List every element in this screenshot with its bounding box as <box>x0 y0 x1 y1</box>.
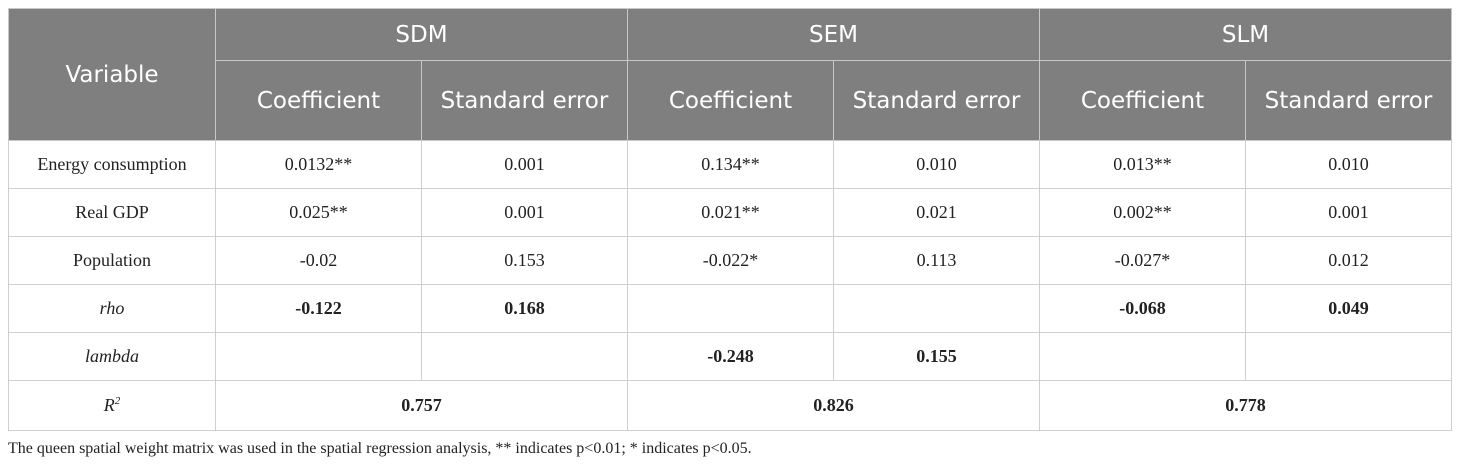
table-cell <box>1039 332 1246 381</box>
table-cell: -0.02 <box>215 236 422 285</box>
table-cell <box>833 284 1040 333</box>
table-body: Energy consumption 0.0132** 0.001 0.134** 0.… <box>8 140 1452 431</box>
table-cell: 0.826 <box>627 380 1040 431</box>
table-cell: 0.113 <box>833 236 1040 285</box>
results-table: Variable SDM SEM SLM Coefficient Standard err… <box>8 8 1452 431</box>
table-row: lambda -0.248 0.155 <box>8 332 1452 381</box>
column-header: Standard error <box>421 60 628 141</box>
table-row: Energy consumption 0.0132** 0.001 0.134** 0.… <box>8 140 1452 189</box>
table-cell: 0.021 <box>833 188 1040 237</box>
header-row: Variable SDM SEM SLM <box>8 8 1452 141</box>
table-cell: 0.153 <box>421 236 628 285</box>
table-cell: 0.134** <box>627 140 834 189</box>
column-header: Standard error <box>1245 60 1452 141</box>
footnote: The queen spatial weight matrix was used… <box>8 440 752 457</box>
column-header: Coefficient <box>1039 60 1246 141</box>
table-cell: 0.010 <box>833 140 1040 189</box>
table-cell: 0.155 <box>833 332 1040 381</box>
row-label: R2 <box>8 380 216 431</box>
column-header: Coefficient <box>627 60 834 141</box>
row-label: lambda <box>8 332 216 381</box>
table-cell: 0.778 <box>1039 380 1452 431</box>
table-cell: 0.010 <box>1245 140 1452 189</box>
table-cell: -0.027* <box>1039 236 1246 285</box>
table-cell: 0.013** <box>1039 140 1246 189</box>
table-cell: 0.001 <box>1245 188 1452 237</box>
table-cell: -0.122 <box>215 284 422 333</box>
table-cell: -0.022* <box>627 236 834 285</box>
header-cell: Variable <box>8 8 216 141</box>
table-cell: 0.012 <box>1245 236 1452 285</box>
column-header: Standard error <box>833 60 1040 141</box>
table-cell: -0.248 <box>627 332 834 381</box>
row-label: Real GDP <box>8 188 216 237</box>
table-cell: 0.021** <box>627 188 834 237</box>
table-row: rho -0.122 0.168 -0.068 0.049 <box>8 284 1452 333</box>
table-cell <box>627 284 834 333</box>
row-label: Population <box>8 236 216 285</box>
table-cell: 0.001 <box>421 188 628 237</box>
table-cell: 0.001 <box>421 140 628 189</box>
row-label: Energy consumption <box>8 140 216 189</box>
table-cell <box>421 332 628 381</box>
table-cell <box>215 332 422 381</box>
model-header: SLM <box>1039 8 1452 61</box>
header-row: Coefficient Standard error Coefficient Stan… <box>9 60 1452 141</box>
model-header: SEM <box>627 8 1040 61</box>
column-header: Coefficient <box>215 60 422 141</box>
table-cell <box>1245 332 1452 381</box>
table-row: Real GDP 0.025** 0.001 0.021** 0.021 0.002** 0… <box>8 188 1452 237</box>
table-cell: 0.0132** <box>215 140 422 189</box>
model-header: SDM <box>215 8 628 61</box>
table-row: Population -0.02 0.153 -0.022* 0.113 -0.027* 0… <box>8 236 1452 285</box>
row-label: rho <box>8 284 216 333</box>
table-cell: 0.168 <box>421 284 628 333</box>
table-cell: 0.757 <box>215 380 628 431</box>
table-cell: 0.049 <box>1245 284 1452 333</box>
table-cell: -0.068 <box>1039 284 1246 333</box>
table-cell: 0.025** <box>215 188 422 237</box>
table-cell: 0.002** <box>1039 188 1246 237</box>
r-label: R <box>103 395 115 415</box>
table-row: R2 0.757 0.826 0.778 <box>8 380 1452 431</box>
table-header: Variable SDM SEM SLM Coefficient Standard err… <box>8 8 1452 141</box>
r-superscript: 2 <box>114 395 121 407</box>
